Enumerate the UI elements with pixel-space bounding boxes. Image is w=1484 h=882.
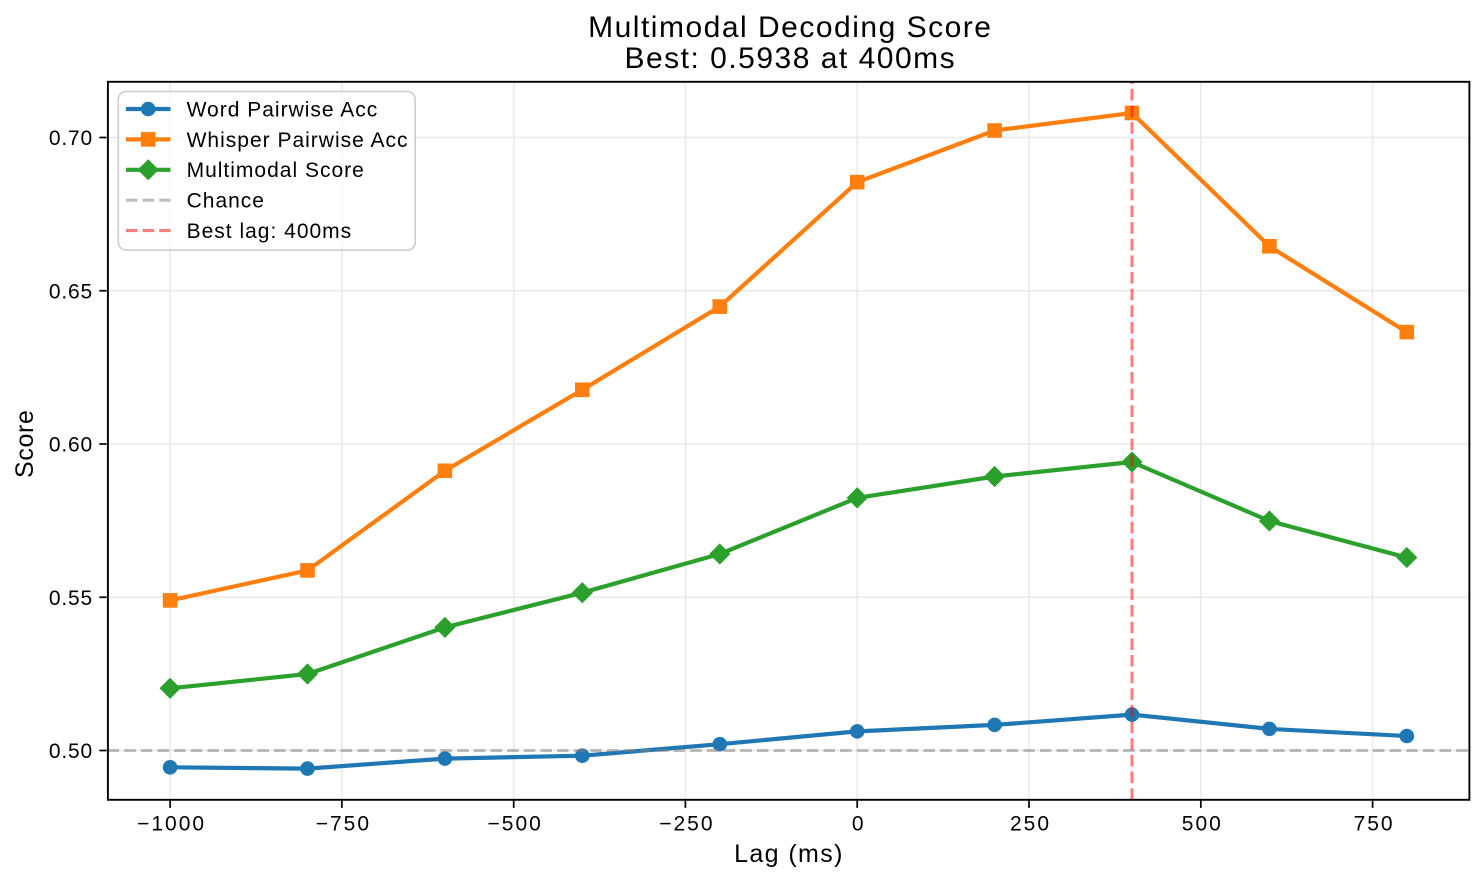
svg-text:500: 500 (1182, 813, 1223, 836)
svg-text:0.70: 0.70 (49, 127, 93, 150)
svg-text:−1000: −1000 (137, 813, 206, 836)
svg-text:Multimodal Score: Multimodal Score (187, 159, 365, 182)
svg-text:Whisper Pairwise Acc: Whisper Pairwise Acc (187, 129, 409, 152)
svg-text:Best: 0.5938 at 400ms: Best: 0.5938 at 400ms (624, 42, 956, 75)
svg-text:Multimodal Decoding Score: Multimodal Decoding Score (588, 11, 992, 44)
svg-text:0.50: 0.50 (49, 740, 93, 763)
svg-text:Score: Score (11, 409, 39, 478)
svg-text:Best lag: 400ms: Best lag: 400ms (187, 220, 353, 243)
svg-text:750: 750 (1354, 813, 1395, 836)
svg-text:Word Pairwise Acc: Word Pairwise Acc (187, 98, 379, 121)
svg-text:−500: −500 (488, 813, 543, 836)
svg-text:0: 0 (852, 813, 866, 836)
svg-text:−750: −750 (316, 813, 371, 836)
svg-text:Lag (ms): Lag (ms) (734, 840, 844, 868)
svg-text:0.65: 0.65 (49, 280, 93, 303)
svg-text:Chance: Chance (187, 190, 265, 213)
svg-text:0.55: 0.55 (49, 587, 93, 610)
svg-text:−250: −250 (659, 813, 714, 836)
svg-text:250: 250 (1010, 813, 1051, 836)
svg-text:0.60: 0.60 (49, 434, 93, 457)
